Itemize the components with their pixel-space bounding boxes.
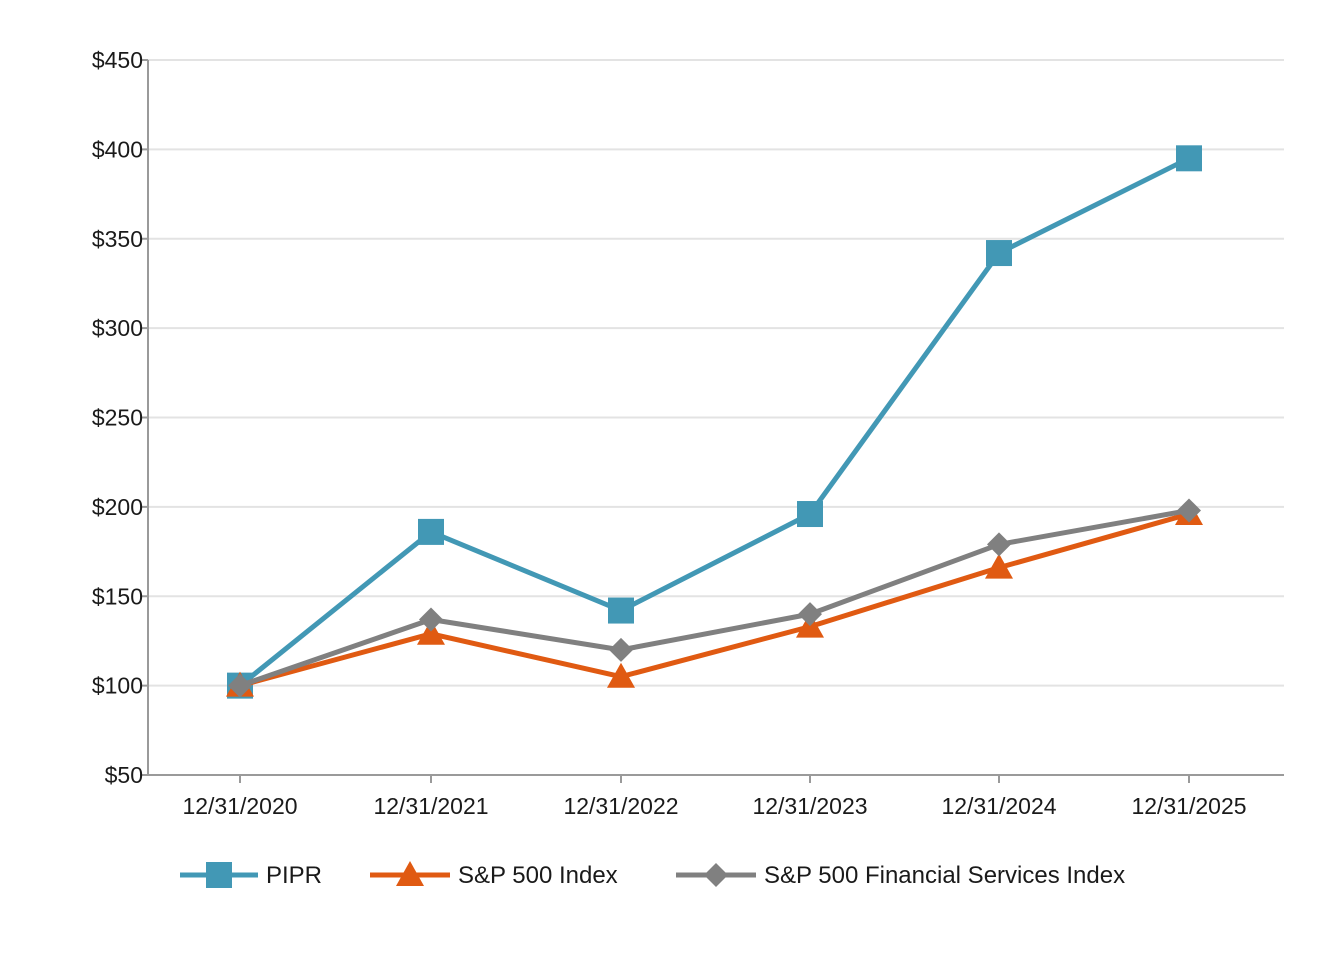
y-tick-label: $250: [92, 405, 143, 431]
x-tick-label: 12/31/2023: [752, 793, 867, 819]
legend-item: PIPR: [180, 862, 322, 889]
legend-label: S&P 500 Financial Services Index: [764, 862, 1125, 889]
data-point: [419, 607, 443, 632]
y-tick-label: $50: [105, 762, 143, 788]
gridlines: [148, 59, 1284, 687]
legend-marker: [704, 863, 728, 887]
y-tick-label: $450: [92, 47, 143, 73]
y-tick-label: $300: [92, 315, 143, 341]
y-tick-label: $400: [92, 136, 143, 162]
legend-item: S&P 500 Financial Services Index: [676, 862, 1125, 889]
legend-label: S&P 500 Index: [458, 862, 618, 889]
legend-item: S&P 500 Index: [370, 861, 618, 889]
y-tick-label: $200: [92, 494, 143, 520]
data-point: [417, 619, 445, 645]
series-line: [238, 156, 1191, 688]
data-point: [608, 597, 634, 624]
data-point: [985, 553, 1013, 579]
series-triangle: [226, 500, 1203, 697]
data-point: [228, 673, 252, 698]
data-point: [607, 662, 635, 688]
y-tick-label: $350: [92, 226, 143, 252]
legend-label: PIPR: [266, 862, 322, 889]
legend-marker: [206, 862, 232, 888]
data-point: [1176, 145, 1202, 172]
data-point: [986, 240, 1012, 267]
series-diamond: [228, 498, 1201, 698]
y-tick-label: $100: [92, 673, 143, 699]
x-tick-label: 12/31/2020: [182, 793, 297, 819]
series-line: [239, 507, 1190, 688]
series-line: [239, 511, 1190, 689]
data-point: [1177, 498, 1201, 523]
legend-marker: [396, 861, 424, 886]
x-tick-label: 12/31/2021: [373, 793, 488, 819]
data-point: [609, 637, 633, 662]
x-tick-label: 12/31/2024: [941, 793, 1056, 819]
x-axis-ticks: 12/31/2020 12/31/2021 12/31/2022 12/31/2023…: [182, 775, 1247, 819]
y-tick-label: $150: [92, 583, 143, 609]
legend: PIPR S&P 500 Index S&P 500 Financial Servi…: [180, 861, 1125, 889]
x-tick-label: 12/31/2025: [1131, 793, 1246, 819]
series-square: [227, 145, 1202, 699]
data-point: [987, 532, 1011, 557]
y-axis-ticks: $50 $100 $150 $200 $250 $300 $350 $400 $450: [92, 47, 148, 788]
data-point: [797, 501, 823, 528]
x-tick-label: 12/31/2022: [563, 793, 678, 819]
data-point: [418, 518, 444, 545]
series-lines: [226, 145, 1203, 699]
data-point: [798, 602, 822, 627]
